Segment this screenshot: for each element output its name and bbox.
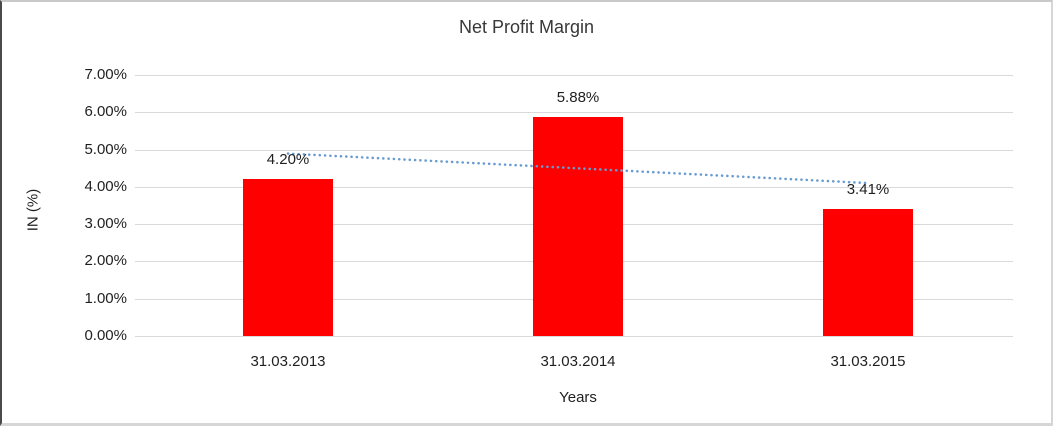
- x-axis-title: Years: [559, 389, 597, 406]
- gridline: [135, 336, 1013, 337]
- y-tick-label: 7.00%: [84, 66, 127, 83]
- y-tick-label: 1.00%: [84, 290, 127, 307]
- bar-data-label: 5.88%: [556, 89, 600, 106]
- bar-31.03.2013: [243, 179, 333, 336]
- y-tick-label: 2.00%: [84, 252, 127, 269]
- bar-data-label: 4.20%: [266, 151, 310, 168]
- y-tick-label: 5.00%: [84, 141, 127, 158]
- y-tick-label: 4.00%: [84, 178, 127, 195]
- gridline: [135, 75, 1013, 76]
- y-axis-title: IN (%): [24, 188, 42, 232]
- gridline: [135, 112, 1013, 113]
- y-tick-label: 0.00%: [84, 327, 127, 344]
- y-tick-label: 6.00%: [84, 103, 127, 120]
- x-category-label: 31.03.2014: [540, 353, 616, 370]
- x-category-label: 31.03.2015: [830, 353, 906, 370]
- bar-31.03.2014: [533, 117, 623, 336]
- bar-31.03.2015: [823, 209, 913, 336]
- x-category-label: 31.03.2013: [250, 353, 326, 370]
- bar-data-label: 3.41%: [846, 181, 890, 198]
- y-tick-label: 3.00%: [84, 215, 127, 232]
- chart-title: Net Profit Margin: [458, 17, 595, 37]
